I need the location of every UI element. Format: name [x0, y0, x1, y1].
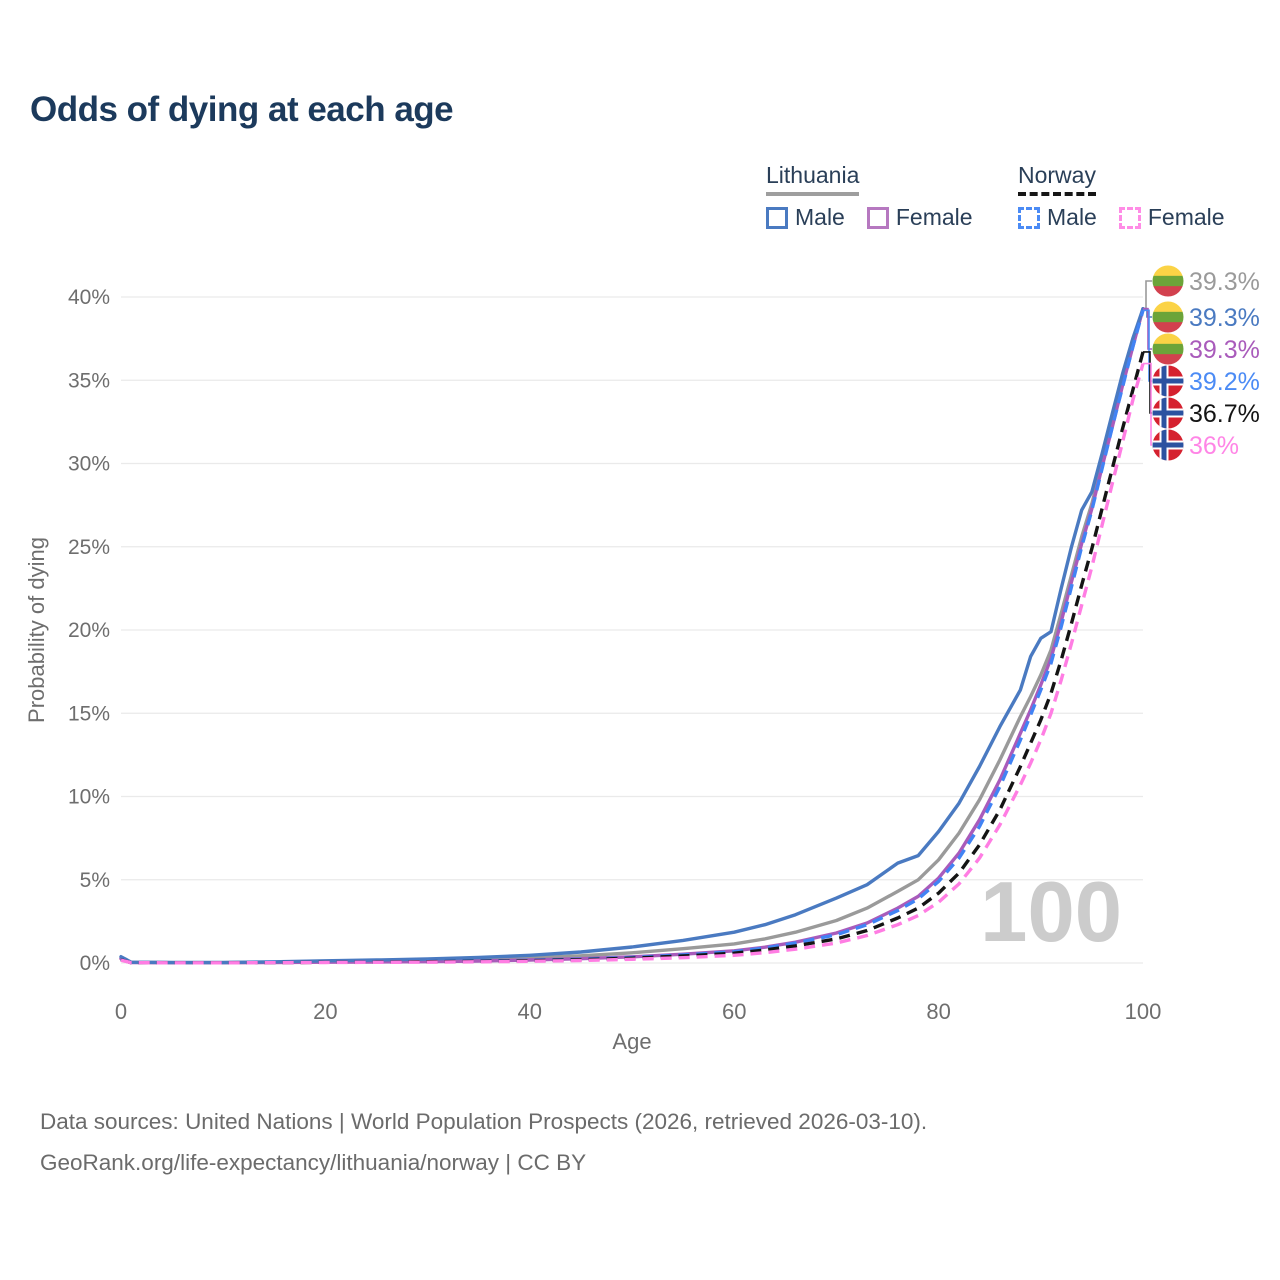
x-axis-tick-label: 60	[722, 999, 746, 1024]
y-axis-tick-label: 0%	[80, 952, 110, 975]
footer-attribution: GeoRank.org/life-expectancy/lithuania/no…	[40, 1150, 587, 1175]
series-line-norway-female[interactable]	[120, 363, 1145, 965]
legend-group-norway: Norway Male Female	[1018, 162, 1225, 231]
lithuania-flag-icon	[1152, 265, 1184, 297]
y-axis-tick-label: 35%	[68, 369, 110, 392]
norway-flag-icon	[1152, 397, 1184, 429]
legend-item-lithuania-male[interactable]: Male	[766, 204, 845, 231]
x-axis-tick-label: 80	[926, 999, 950, 1024]
legend-label: Male	[795, 204, 845, 230]
legend-country-lithuania[interactable]: Lithuania	[766, 162, 860, 196]
y-axis-tick-label: 25%	[68, 536, 110, 559]
norway-female-swatch-icon	[1118, 206, 1141, 229]
legend-item-lithuania-female[interactable]: Female	[866, 204, 973, 231]
lithuania-flag-icon	[1152, 301, 1184, 333]
x-axis-tick-label: 20	[313, 999, 337, 1024]
footer: Data sources: United Nations | World Pop…	[40, 1101, 927, 1183]
norway-male-swatch-icon	[1018, 206, 1040, 229]
legend-label: Female	[1147, 204, 1225, 230]
end-label-leader-line	[1143, 362, 1152, 446]
end-label-leader-line	[1143, 307, 1152, 350]
x-axis-tick-label: 100	[1125, 999, 1162, 1024]
x-axis-title: Age	[612, 1029, 651, 1054]
lithuania-female-swatch-icon	[866, 206, 889, 229]
footer-data-sources: Data sources: United Nations | World Pop…	[40, 1109, 928, 1134]
legend-label: Male	[1047, 204, 1097, 230]
legend-item-norway-female[interactable]: Female	[1118, 204, 1225, 231]
end-value-label-lithuania-female: 39.3%	[1189, 336, 1260, 364]
lithuania-flag-icon	[1152, 333, 1184, 365]
page-title: Odds of dying at each age	[30, 90, 454, 129]
y-axis-tick-label: 10%	[68, 786, 110, 809]
end-value-label-norway: 36.7%	[1189, 400, 1260, 428]
norway-flag-icon	[1152, 365, 1184, 397]
age-watermark: 100	[980, 865, 1122, 960]
legend-item-norway-male[interactable]: Male	[1018, 204, 1097, 231]
end-value-label-lithuania: 39.3%	[1189, 268, 1260, 296]
legend-country-norway[interactable]: Norway	[1018, 162, 1096, 196]
end-label-leader-line	[1143, 280, 1152, 310]
series-line-lithuania-male[interactable]	[119, 307, 1145, 965]
end-value-label-norway-male: 39.2%	[1189, 368, 1260, 396]
x-axis-tick-label: 0	[115, 999, 127, 1024]
y-axis-tick-label: 30%	[68, 453, 110, 476]
y-axis-tick-label: 40%	[68, 286, 110, 309]
norway-flag-icon	[1152, 429, 1184, 461]
legend-label: Female	[895, 204, 973, 230]
y-axis-tick-label: 15%	[68, 702, 110, 725]
y-axis-title: Probability of dying	[24, 537, 49, 723]
lithuania-male-swatch-icon	[766, 206, 788, 229]
x-axis-tick-label: 40	[518, 999, 542, 1024]
y-axis-tick-label: 5%	[80, 869, 110, 892]
legend-group-lithuania: Lithuania Male Female	[766, 162, 973, 231]
y-axis-tick-label: 20%	[68, 619, 110, 642]
end-value-label-lithuania-male: 39.3%	[1189, 304, 1260, 332]
end-value-label-norway-female: 36%	[1189, 432, 1239, 460]
